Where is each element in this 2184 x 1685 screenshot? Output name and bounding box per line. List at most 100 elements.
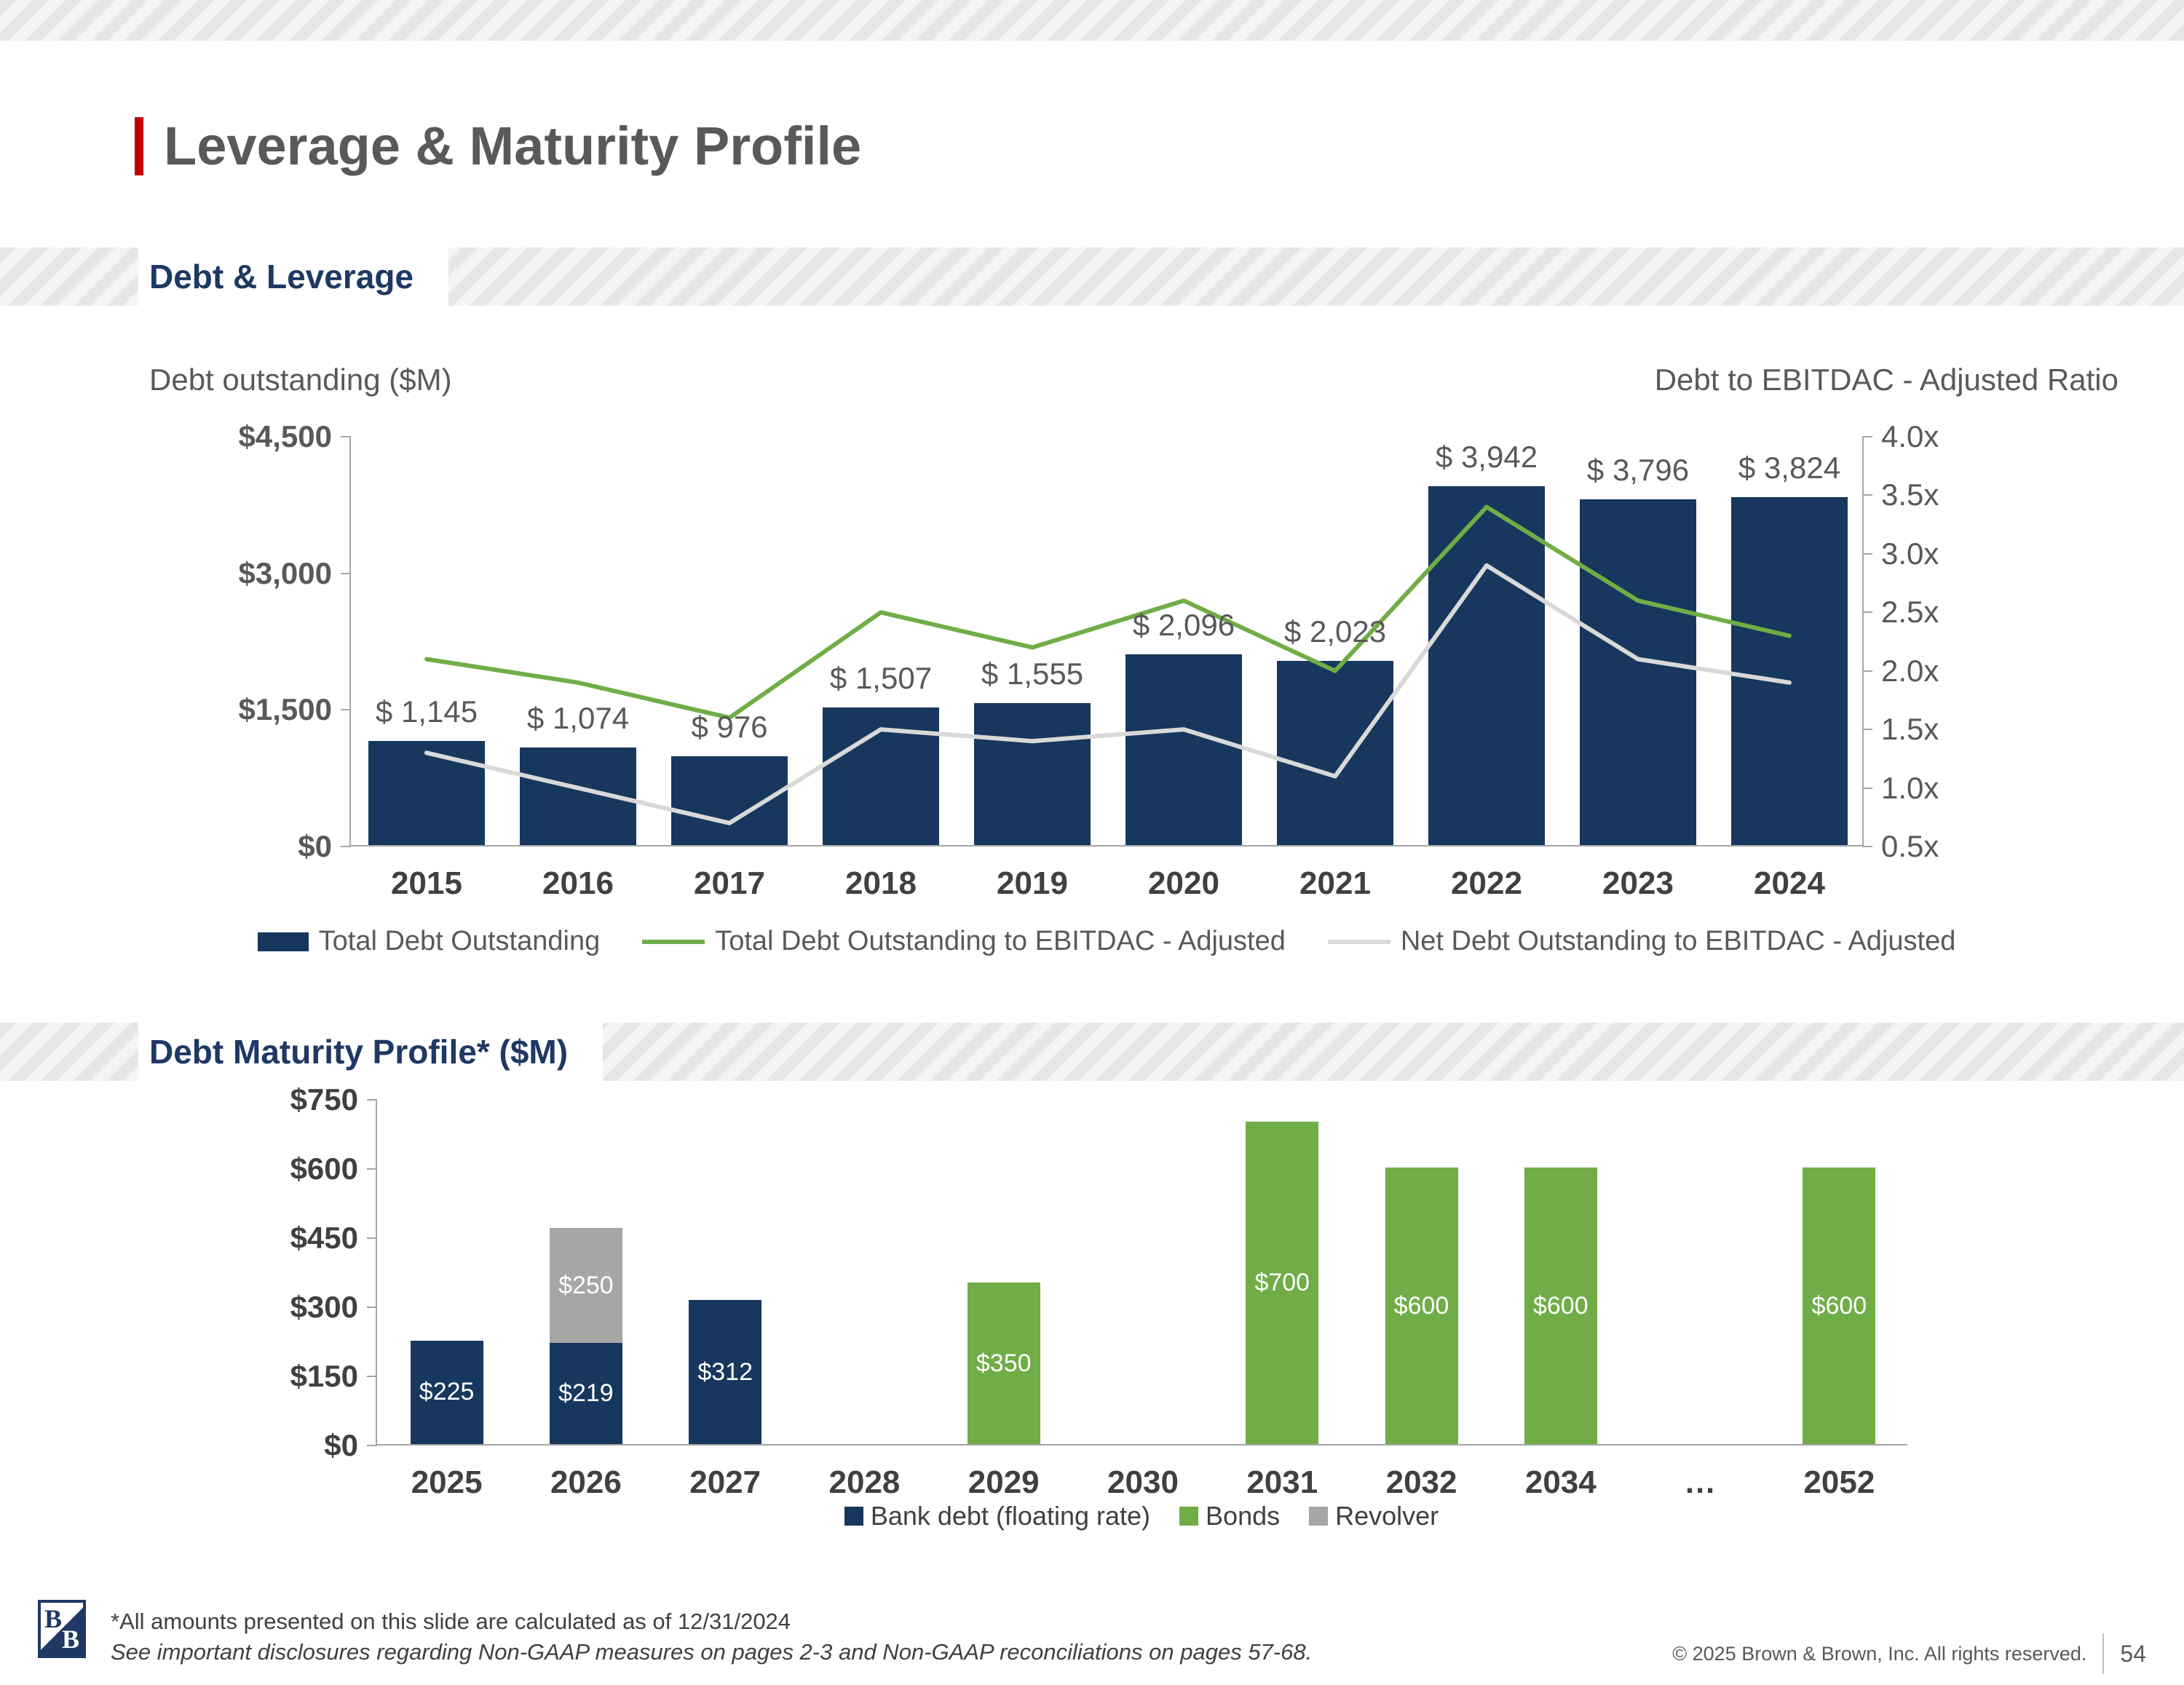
right-axis-tickmark — [1862, 436, 1872, 437]
maturity-year-label-9: … — [1684, 1464, 1717, 1500]
slide-title-row: Leverage & Maturity Profile — [135, 115, 861, 177]
logo-letter-b2: B — [61, 1625, 79, 1654]
maturity-bar-value: $700 — [1254, 1268, 1310, 1296]
maturity-chart-legend: Bank debt (floating rate) Bonds Revolver — [376, 1501, 1907, 1531]
copyright-text: © 2025 Brown & Brown, Inc. All rights re… — [1672, 1642, 2087, 1665]
net-debt-ratio-line-swatch — [1327, 939, 1390, 944]
right-axis-tickmark — [1862, 552, 1872, 555]
logo-letter-b1: B — [44, 1604, 63, 1633]
debt-bar-value-2017: $ 976 — [691, 709, 768, 744]
debt-bar-2020 — [1125, 654, 1242, 845]
section-band-maturity: Debt Maturity Profile* ($M) — [0, 1023, 2184, 1081]
left-axis-tickmark — [341, 572, 351, 574]
legend-item-total-debt-ratio: Total Debt Outstanding to EBITDAC - Adju… — [642, 926, 1286, 957]
right-axis-tickmark — [1862, 670, 1872, 672]
revolver-swatch — [1309, 1507, 1329, 1526]
year-label-2024: 2024 — [1754, 865, 1825, 901]
maturity-year-label-3: 2028 — [828, 1464, 901, 1500]
bonds-swatch — [1179, 1507, 1199, 1526]
maturity-bar-2029-bonds: $350 — [967, 1282, 1040, 1444]
year-label-2017: 2017 — [694, 865, 765, 901]
legend-label-total-debt: Total Debt Outstanding — [318, 926, 601, 956]
maturity-axis-tickmark — [367, 1376, 377, 1377]
debt-bar-value-2023: $ 3,796 — [1586, 453, 1690, 488]
debt-bar-value-2024: $ 3,824 — [1738, 450, 1841, 485]
left-axis-tickmark — [341, 846, 351, 847]
debt-bar-2021 — [1277, 660, 1393, 845]
ratio-lines — [424, 504, 1792, 825]
maturity-bar-2027-bank-debt-floating-rate-: $312 — [689, 1300, 762, 1444]
right-axis-tickmark — [1862, 846, 1872, 847]
legend-item-bank-debt: Bank debt (floating rate) — [844, 1501, 1150, 1531]
maturity-year-label-2: 2027 — [689, 1464, 761, 1500]
maturity-bar-2026-bank-debt-floating-rate-: $219 — [549, 1343, 622, 1444]
debt-bar-value-2022: $ 3,942 — [1435, 439, 1538, 474]
maturity-axis-tick: $600 — [290, 1151, 358, 1186]
maturity-year-label-7: 2032 — [1385, 1464, 1457, 1500]
year-label-2016: 2016 — [542, 865, 614, 901]
total-debt-ratio-line-swatch — [642, 939, 705, 944]
section-title-maturity: Debt Maturity Profile* ($M) — [149, 1033, 569, 1071]
leverage-chart-plot: $ 1,145 $ 1,074 $ 976 $ 1,507 $ 1,555 $ 2,096… — [239, 419, 1939, 901]
right-axis-tickmark — [1862, 787, 1872, 789]
maturity-year-label-6: 2031 — [1246, 1464, 1318, 1500]
year-label-2023: 2023 — [1602, 865, 1674, 901]
maturity-axis-tick: $150 — [290, 1359, 358, 1393]
legend-item-total-debt: Total Debt Outstanding — [257, 926, 601, 957]
right-axis-tick: 2.0x — [1881, 653, 1939, 688]
maturity-chart-plot: $225 $219 $250 $312 $350 $700 $600 $600 $600 $0 $1… — [290, 1082, 1907, 1500]
section-header-debt-leverage: Debt & Leverage — [138, 247, 449, 306]
maturity-axis-tick: $300 — [290, 1290, 358, 1324]
debt-bar-value-2016: $ 1,074 — [526, 700, 630, 735]
page-number-divider — [2102, 1633, 2105, 1674]
debt-bar-2024 — [1731, 496, 1848, 845]
debt-bar-value-2019: $ 1,555 — [981, 657, 1084, 691]
maturity-bar-2052-bonds: $600 — [1803, 1167, 1876, 1444]
legend-label-revolver: Revolver — [1335, 1501, 1439, 1531]
maturity-bar-2026-revolver: $250 — [549, 1227, 622, 1344]
left-axis-tick: $0 — [298, 829, 332, 863]
maturity-year-label-0: 2025 — [411, 1464, 483, 1500]
left-axis-title: Debt outstanding ($M) — [149, 362, 452, 397]
maturity-bar-2034-bonds: $600 — [1524, 1167, 1597, 1444]
legend-item-revolver: Revolver — [1309, 1501, 1439, 1531]
footer-right: © 2025 Brown & Brown, Inc. All rights re… — [1672, 1633, 2146, 1674]
maturity-year-label-8: 2034 — [1524, 1464, 1597, 1500]
page-number: 54 — [2120, 1640, 2146, 1667]
right-axis-tickmark — [1862, 494, 1872, 496]
section-title-debt-leverage: Debt & Leverage — [149, 258, 414, 296]
left-axis-tickmark — [341, 436, 351, 437]
ratio-line — [424, 563, 1792, 825]
debt-bar-2015 — [368, 740, 485, 845]
right-axis-tickmark — [1862, 611, 1872, 614]
top-stripe-band — [0, 0, 2184, 41]
total-debt-bar-swatch — [257, 932, 309, 951]
year-label-2019: 2019 — [997, 865, 1068, 901]
debt-bar-value-2021: $ 2,023 — [1283, 614, 1387, 649]
right-axis-tick: 3.5x — [1881, 477, 1939, 512]
brown-and-brown-logo: B B — [38, 1600, 86, 1658]
maturity-year-label-5: 2030 — [1107, 1464, 1179, 1500]
right-axis-title: Debt to EBITDAC - Adjusted Ratio — [1654, 362, 2118, 397]
right-axis-tick: 1.5x — [1881, 712, 1939, 747]
maturity-axis-tickmark — [367, 1307, 377, 1308]
right-axis-tickmark — [1862, 729, 1872, 731]
maturity-axis-tickmark — [367, 1445, 377, 1446]
debt-bar-value-2015: $ 1,145 — [375, 694, 478, 729]
maturity-bar-value: $350 — [976, 1349, 1032, 1377]
legend-label-bonds: Bonds — [1206, 1501, 1281, 1531]
maturity-year-label-1: 2026 — [550, 1464, 622, 1500]
left-axis-tick: $4,500 — [238, 419, 332, 453]
maturity-bar-value: $219 — [558, 1379, 614, 1408]
legend-label-total-debt-ratio: Total Debt Outstanding to EBITDAC - Adju… — [715, 926, 1286, 956]
maturity-bar-value: $250 — [558, 1271, 614, 1299]
maturity-axis-tick: $450 — [290, 1221, 358, 1255]
right-axis-tick: 2.5x — [1881, 595, 1939, 630]
right-axis-tick: 0.5x — [1881, 829, 1939, 863]
page-title: Leverage & Maturity Profile — [164, 116, 862, 176]
leverage-chart-legend: Total Debt Outstanding Total Debt Outsta… — [257, 926, 1955, 957]
maturity-axis-tickmark — [367, 1099, 377, 1101]
debt-bar-2023 — [1580, 499, 1696, 845]
legend-label-bank-debt: Bank debt (floating rate) — [870, 1501, 1151, 1531]
legend-item-bonds: Bonds — [1179, 1501, 1280, 1531]
